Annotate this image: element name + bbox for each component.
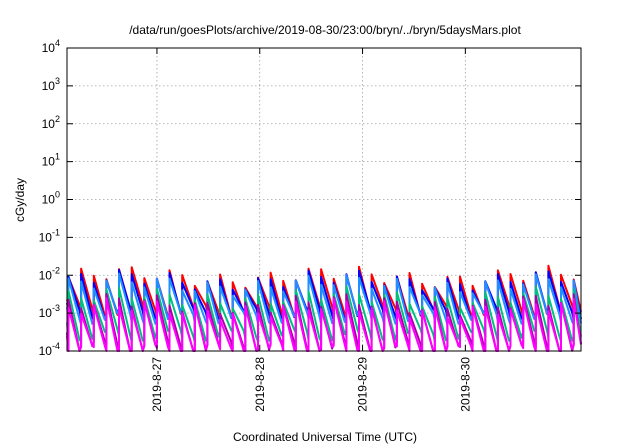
x-axis-label: Coordinated Universal Time (UTC) bbox=[233, 430, 417, 444]
y-tick-label: 10-2 bbox=[39, 265, 60, 282]
x-axis-ticks: 2019-8-27 2019-8-28 2019-8-29 2019-8-30 bbox=[150, 48, 472, 412]
x-tick-label: 2019-8-30 bbox=[458, 357, 472, 412]
y-tick-label: 100 bbox=[42, 190, 60, 207]
x-tick-label: 2019-8-28 bbox=[253, 357, 267, 412]
y-tick-label: 10-3 bbox=[39, 303, 60, 320]
series-layer bbox=[66, 264, 582, 352]
x-tick-label: 2019-8-29 bbox=[356, 357, 370, 412]
y-tick-label: 101 bbox=[42, 152, 60, 169]
y-tick-label: 103 bbox=[42, 76, 60, 93]
y-tick-label: 10-1 bbox=[39, 227, 60, 244]
y-tick-label: 10-4 bbox=[39, 341, 60, 358]
y-axis-label: cGy/day bbox=[13, 178, 27, 222]
x-tick-label: 2019-8-27 bbox=[150, 357, 164, 412]
y-axis-ticks: 10-4 10-3 10-2 10-1 100 101 102 103 104 bbox=[39, 38, 581, 358]
y-tick-label: 104 bbox=[42, 38, 60, 55]
y-tick-label: 102 bbox=[42, 114, 60, 131]
chart-title: /data/run/goesPlots/archive/2019-08-30/2… bbox=[129, 23, 521, 37]
